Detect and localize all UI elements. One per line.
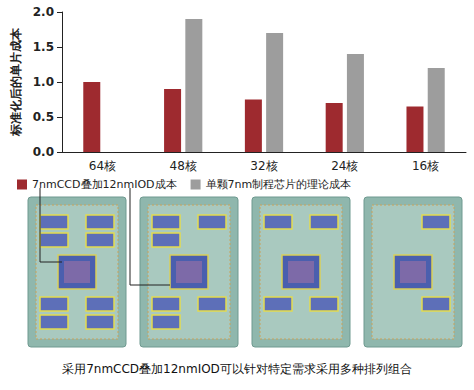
svg-text:采用7nmCCD叠加12nmIOD可以针对特定需求采用多种排: 采用7nmCCD叠加12nmIOD可以针对特定需求采用多种排列组合 xyxy=(62,362,412,376)
svg-text:单颗7nm制程芯片的理论成本: 单颗7nm制程芯片的理论成本 xyxy=(206,178,352,191)
svg-text:7nmCCD叠加12nmIOD成本: 7nmCCD叠加12nmIOD成本 xyxy=(32,178,177,191)
svg-text:1.5: 1.5 xyxy=(33,40,54,54)
svg-text:0.5: 0.5 xyxy=(33,110,54,124)
svg-text:48核: 48核 xyxy=(170,159,197,173)
svg-text:32核: 32核 xyxy=(250,159,277,173)
svg-text:标准化后的单片成本: 标准化后的单片成本 xyxy=(9,27,23,137)
svg-text:16核: 16核 xyxy=(412,159,439,173)
svg-text:24核: 24核 xyxy=(331,159,358,173)
svg-text:2.0: 2.0 xyxy=(33,5,54,19)
svg-text:64核: 64核 xyxy=(89,159,116,173)
svg-text:1.0: 1.0 xyxy=(33,75,54,89)
svg-text:0.0: 0.0 xyxy=(33,145,54,159)
